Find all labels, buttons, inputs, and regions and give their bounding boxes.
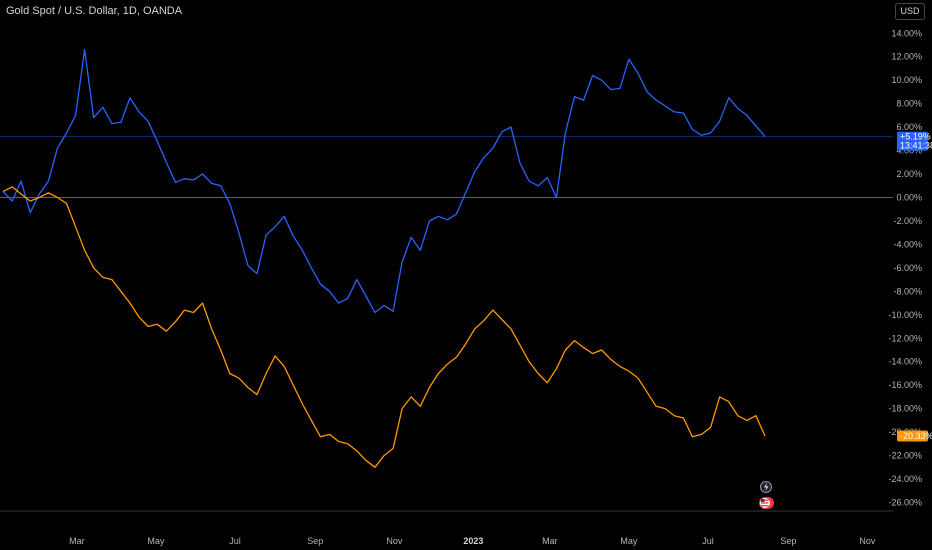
- currency-button[interactable]: USD: [895, 3, 925, 20]
- x-tick-label: Jul: [229, 536, 241, 546]
- y-tick-label: 2.00%: [896, 169, 922, 179]
- x-tick-label: Mar: [69, 536, 85, 546]
- y-tick-label: -24.00%: [888, 474, 922, 484]
- y-tick-label: -26.00%: [888, 497, 922, 507]
- y-tick-label: 6.00%: [896, 122, 922, 132]
- symbol-title: Gold Spot / U.S. Dollar, 1D, OANDA: [6, 5, 183, 17]
- y-tick-label: 10.00%: [891, 75, 922, 85]
- x-tick-label: Jul: [702, 536, 714, 546]
- x-tick-label: 2023: [463, 536, 483, 546]
- blue-price-tag-value: +5.19%: [900, 132, 931, 142]
- y-tick-label: -2.00%: [893, 216, 922, 226]
- x-tick-label: Mar: [542, 536, 558, 546]
- us-flag-event-icon[interactable]: [759, 497, 775, 509]
- series-line-orange: [2, 186, 766, 468]
- y-tick-label: -10.00%: [888, 310, 922, 320]
- lightning-icon[interactable]: [760, 481, 772, 493]
- x-tick-label: Sep: [780, 536, 796, 546]
- x-tick-label: May: [620, 536, 638, 546]
- blue-price-tag-countdown: 13:41:38: [900, 141, 932, 151]
- orange-price-tag: -20.33%: [897, 430, 932, 442]
- x-tick-label: Sep: [307, 536, 323, 546]
- y-tick-label: 12.00%: [891, 52, 922, 62]
- y-tick-label: -12.00%: [888, 333, 922, 343]
- time-axis[interactable]: Mar May Jul Sep Nov 2023 Mar May Jul Sep Nov: [69, 536, 876, 546]
- y-tick-label: -18.00%: [888, 404, 922, 414]
- y-tick-label: -22.00%: [888, 451, 922, 461]
- y-tick-label: 14.00%: [891, 28, 922, 38]
- y-tick-label: -6.00%: [893, 263, 922, 273]
- series-layer: [2, 49, 766, 468]
- x-tick-label: May: [147, 536, 165, 546]
- y-tick-label: 8.00%: [896, 99, 922, 109]
- y-tick-label: -4.00%: [893, 239, 922, 249]
- y-tick-label: -16.00%: [888, 380, 922, 390]
- y-tick-label: -8.00%: [893, 286, 922, 296]
- blue-price-tag: +5.19% 13:41:38: [897, 131, 932, 151]
- y-tick-label: 0.00%: [896, 193, 922, 203]
- y-tick-label: -14.00%: [888, 357, 922, 367]
- x-tick-label: Nov: [859, 536, 876, 546]
- series-line-blue: [2, 49, 766, 314]
- orange-price-tag-value: -20.33%: [900, 431, 932, 441]
- x-tick-label: Nov: [386, 536, 403, 546]
